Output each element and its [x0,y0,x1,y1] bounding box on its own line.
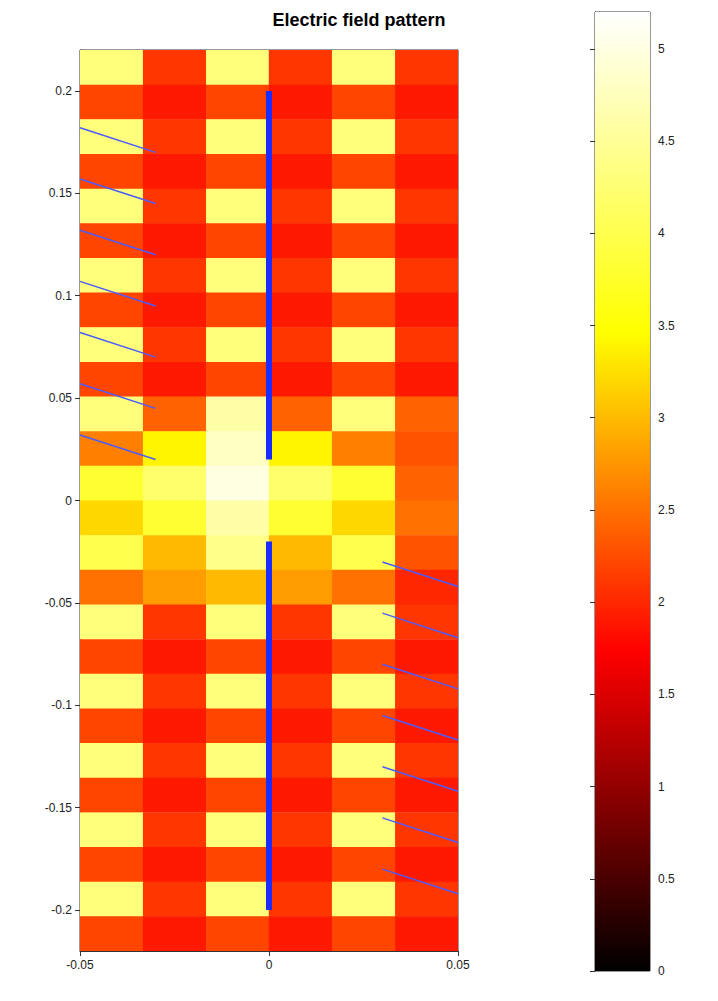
svg-text:2.5: 2.5 [658,503,675,517]
svg-text:-0.1: -0.1 [51,698,72,712]
svg-text:0.15: 0.15 [49,186,73,200]
svg-text:0.05: 0.05 [446,958,470,972]
svg-text:1.5: 1.5 [658,687,675,701]
svg-text:3.5: 3.5 [658,319,675,333]
svg-text:4: 4 [658,226,665,240]
svg-text:0: 0 [658,964,665,978]
svg-text:2: 2 [658,595,665,609]
svg-text:-0.15: -0.15 [45,801,73,815]
svg-text:3: 3 [658,411,665,425]
svg-text:Electric field pattern: Electric field pattern [272,10,445,30]
svg-text:0.5: 0.5 [658,872,675,886]
svg-text:-0.05: -0.05 [66,958,94,972]
svg-text:0: 0 [65,494,72,508]
svg-text:-0.05: -0.05 [45,596,73,610]
svg-text:4.5: 4.5 [658,134,675,148]
svg-text:0.05: 0.05 [49,391,73,405]
svg-text:0: 0 [266,958,273,972]
svg-text:0.1: 0.1 [55,289,72,303]
svg-text:-0.2: -0.2 [51,903,72,917]
svg-text:5: 5 [658,42,665,56]
svg-text:1: 1 [658,780,665,794]
svg-text:0.2: 0.2 [55,84,72,98]
